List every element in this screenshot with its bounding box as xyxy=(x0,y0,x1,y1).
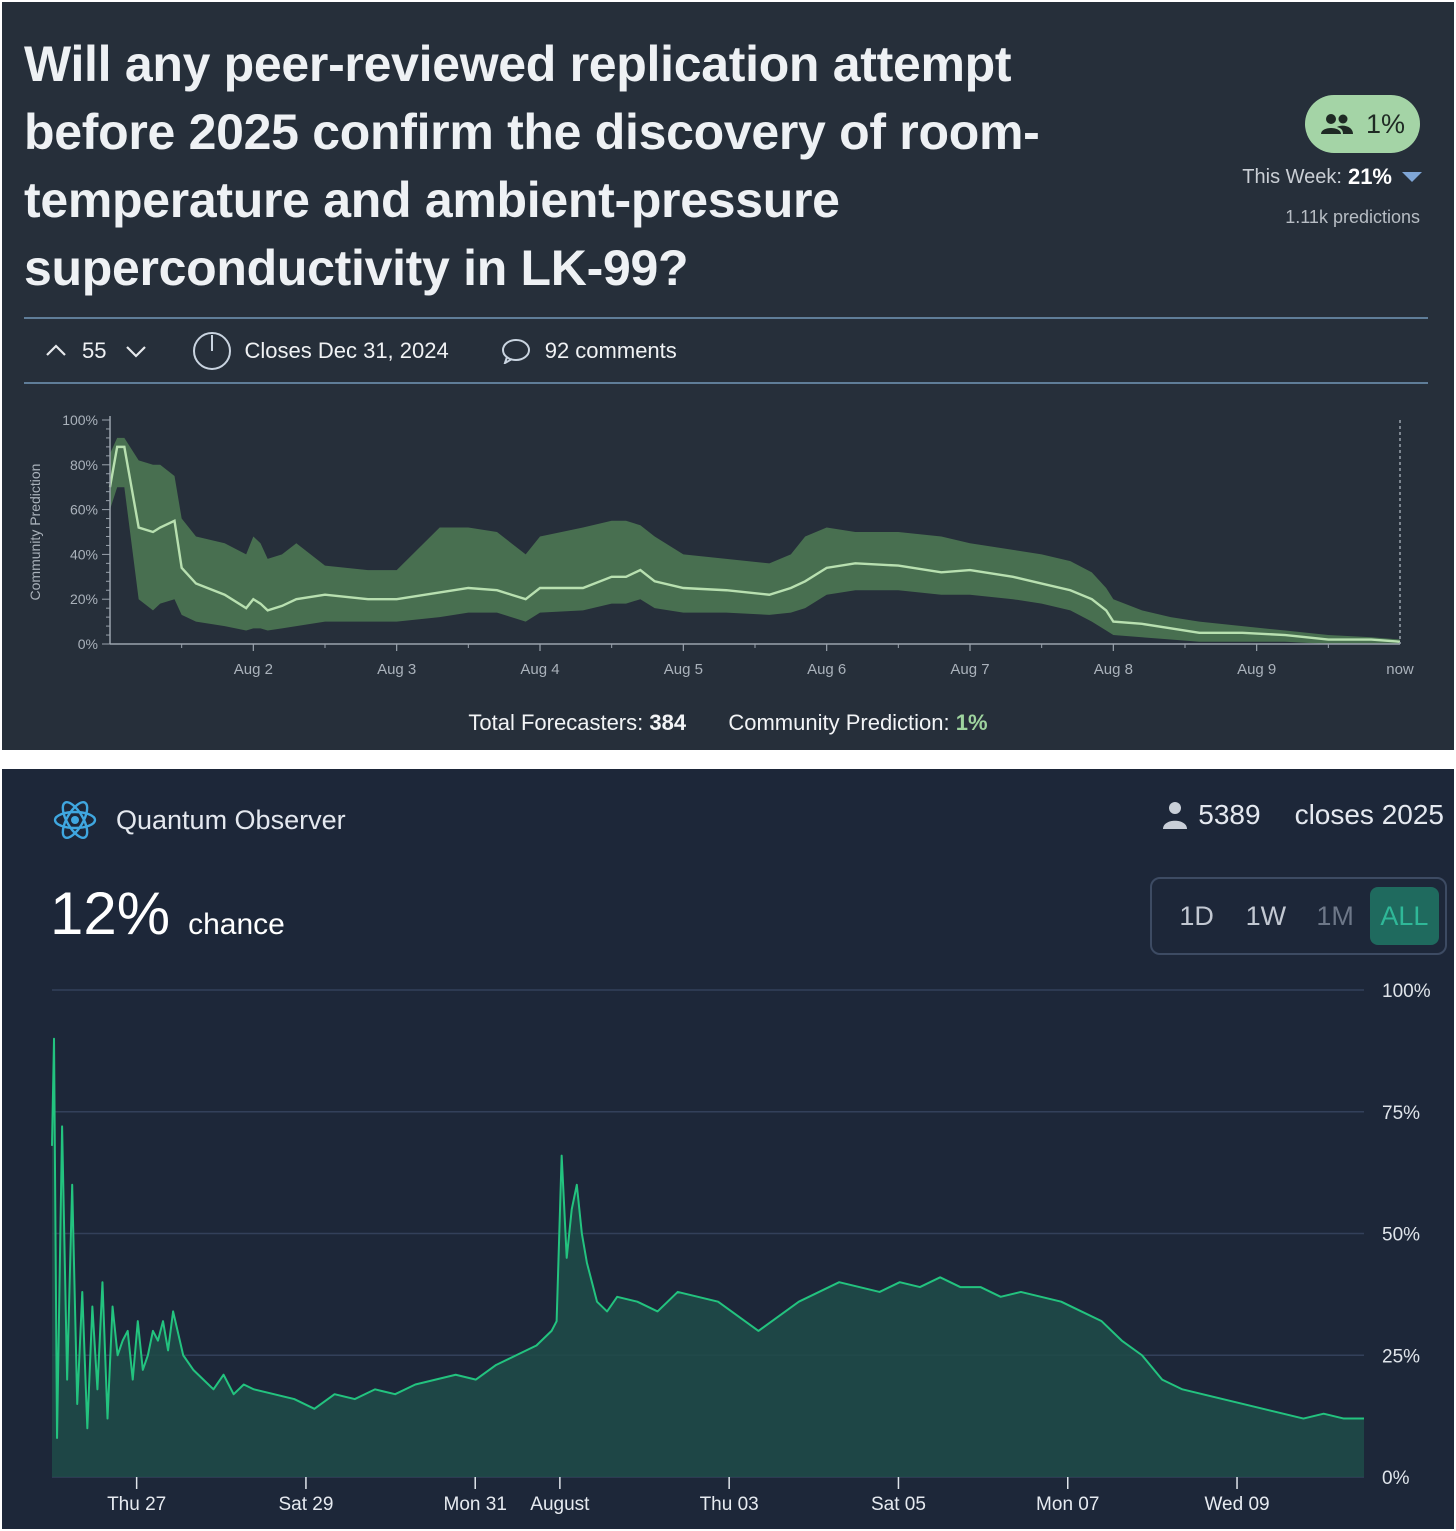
question-meta-bar: 55 Closes Dec 31, 2024 92 comments xyxy=(24,320,1428,382)
x-tick-label: Aug 2 xyxy=(234,661,273,678)
x-tick-label: Wed 09 xyxy=(1204,1494,1269,1515)
confidence-band xyxy=(110,437,1400,644)
x-tick-label: August xyxy=(530,1494,590,1515)
probability-area xyxy=(52,1038,1364,1477)
users-icon xyxy=(1320,114,1353,134)
y-tick-label: 80% xyxy=(70,457,98,473)
forecasters-value: 384 xyxy=(649,710,687,735)
question-title: Will any peer-reviewed replication attem… xyxy=(24,36,1040,296)
x-tick-label: Aug 6 xyxy=(807,661,846,678)
y-tick-label: 100% xyxy=(62,412,98,428)
y-tick-label: 60% xyxy=(70,502,98,518)
forecasters-label: Total Forecasters: xyxy=(468,710,644,735)
market-meta: 5389 closes 2025 xyxy=(1162,799,1444,831)
x-tick-label: Mon 31 xyxy=(444,1494,507,1515)
vote-group: 55 xyxy=(44,338,148,364)
brand-name: Quantum Observer xyxy=(116,804,346,835)
time-range-selector: 1D 1W 1M ALL xyxy=(1150,877,1447,955)
range-all-button[interactable]: ALL xyxy=(1369,887,1439,945)
x-tick-label: Aug 9 xyxy=(1237,661,1276,678)
clock-icon xyxy=(193,332,232,370)
metaculus-panel: Will any peer-reviewed replication attem… xyxy=(2,2,1454,750)
cp-value: 1% xyxy=(955,710,988,735)
divider-top xyxy=(24,317,1428,319)
upvote-chevron-icon[interactable] xyxy=(44,339,68,363)
close-date-group: Closes Dec 31, 2024 xyxy=(192,331,449,371)
x-tick-label: Sat 05 xyxy=(871,1494,926,1515)
community-prediction-chart: 0% 20% 40% 60% 80% 100% Community Prediction Au… xyxy=(27,412,1414,678)
community-prediction-pill[interactable]: 1% xyxy=(1305,95,1420,153)
close-year: closes 2025 xyxy=(1294,799,1444,830)
y-tick-label: 0% xyxy=(78,636,98,652)
pill-value: 1% xyxy=(1365,108,1406,139)
manifold-panel: Quantum Observer 5389 closes 2025 12% ch… xyxy=(2,769,1454,1529)
x-tick-label: Sat 29 xyxy=(278,1494,333,1515)
user-icon xyxy=(1163,802,1188,829)
y-tick-label: 40% xyxy=(70,546,98,562)
x-tick-label: Aug 5 xyxy=(664,661,703,678)
vote-count: 55 xyxy=(82,338,107,363)
downvote-chevron-icon[interactable] xyxy=(124,339,148,363)
chance-label: chance xyxy=(188,908,285,941)
community-prediction-line xyxy=(108,445,1401,643)
range-1m-button[interactable]: 1M xyxy=(1316,900,1354,931)
down-triangle-icon xyxy=(1402,172,1422,182)
y-tick-label: 75% xyxy=(1382,1103,1420,1124)
comment-bubble-icon xyxy=(501,339,530,364)
weekly-change: This Week: 21% xyxy=(1242,164,1422,190)
range-1w-button[interactable]: 1W xyxy=(1245,900,1287,931)
atom-icon xyxy=(53,801,97,839)
x-tick-label: Thu 27 xyxy=(107,1494,166,1515)
traders-count: 5389 xyxy=(1198,799,1261,830)
cp-label: Community Prediction: xyxy=(728,710,950,735)
range-1d-button[interactable]: 1D xyxy=(1179,900,1214,931)
this-week-label: This Week: xyxy=(1242,165,1342,188)
probability-display: 12% chance xyxy=(50,879,285,948)
predictions-count: 1.11k predictions xyxy=(1285,207,1420,227)
y-tick-label: 100% xyxy=(1382,981,1431,1002)
close-date: Closes Dec 31, 2024 xyxy=(244,338,449,363)
x-tick-label: Aug 7 xyxy=(950,661,989,678)
x-tick-label: Aug 3 xyxy=(377,661,416,678)
y-tick-label: 25% xyxy=(1382,1346,1420,1367)
comments-group[interactable]: 92 comments xyxy=(501,338,677,364)
chance-value: 12% xyxy=(50,880,171,947)
this-week-value: 21% xyxy=(1347,164,1392,189)
y-tick-label: 50% xyxy=(1382,1225,1420,1246)
x-tick-label: Mon 07 xyxy=(1036,1494,1099,1515)
y-axis-label: Community Prediction xyxy=(27,464,43,601)
divider-bottom xyxy=(24,382,1428,384)
probability-line xyxy=(51,1037,1364,1440)
x-tick-label: Thu 03 xyxy=(700,1494,759,1515)
x-tick-label: Aug 8 xyxy=(1094,661,1133,678)
x-tick-label: Aug 4 xyxy=(520,661,559,678)
comments-count: 92 comments xyxy=(544,338,677,363)
probability-history-chart: 0% 25% 50% 75% 100% Thu 27 Sat 29 Mon 31 August T… xyxy=(51,981,1431,1515)
y-tick-label: 20% xyxy=(70,591,98,607)
chart-footer: Total Forecasters: 384 Community Predict… xyxy=(2,710,1454,736)
x-tick-label: now xyxy=(1386,661,1414,678)
y-tick-label: 0% xyxy=(1382,1468,1410,1489)
brand[interactable]: Quantum Observer xyxy=(52,797,346,843)
